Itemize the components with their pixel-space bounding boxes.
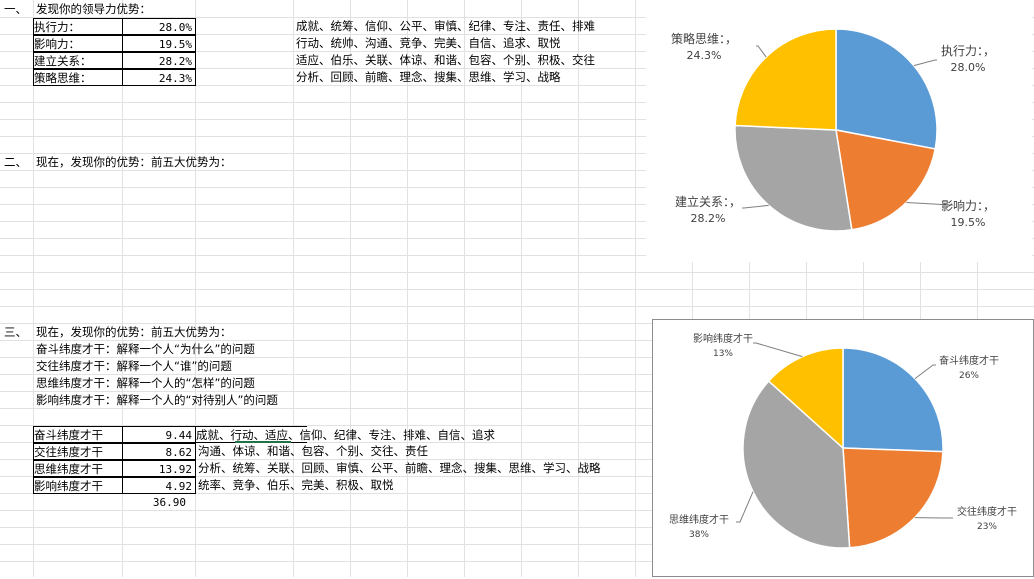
s1-row3-value[interactable]: 28.2% — [122, 52, 196, 69]
s3-row3-label[interactable]: 思维纬度才干 — [33, 460, 123, 477]
s3-row1-value[interactable]: 9.44 — [122, 426, 196, 443]
chart1-label-pct-2: 28.2% — [691, 212, 726, 225]
chart2-label-pct-1: 23% — [977, 522, 997, 532]
active-cell-indicator — [235, 441, 291, 443]
s3-row4-traits[interactable]: 统率、竞争、伯乐、完美、积极、取悦 — [198, 477, 394, 494]
section2-number: 二、 — [4, 154, 27, 171]
s3-total-value[interactable]: 36.90 — [122, 494, 186, 511]
chart2-leader-line-3 — [753, 343, 802, 357]
s1-row3-traits[interactable]: 适应、伯乐、关联、体谅、和谐、包容、个别、积极、交往 — [296, 52, 595, 69]
leadership-pie-svg: 执行力：， 28.0% 影响力：， 19.5% 建立关系：， 28.2% 策略思维：， 24.… — [646, 0, 1032, 262]
chart-talent-pie[interactable]: 奋斗纬度才干 26% 交往纬度才干 23% 思维纬度才干 38% 影响纬度才干 13% — [652, 319, 1034, 577]
s3-row4-value[interactable]: 4.92 — [122, 477, 196, 494]
chart1-label-pct-3: 24.3% — [687, 49, 722, 62]
s3-desc-2: 交往纬度才干：解释一个人“谁”的问题 — [36, 358, 232, 375]
chart1-label-name-2: 建立关系：， — [675, 194, 741, 209]
chart2-slice-0 — [843, 348, 943, 452]
s3-desc-4: 影响纬度才干：解释一个人的“对待别人”的问题 — [36, 392, 278, 409]
chart1-label-pct-0: 28.0% — [951, 61, 986, 74]
chart1-slice-2 — [735, 126, 852, 231]
chart2-slice-1 — [843, 448, 943, 548]
section1-title: 发现你的领导力优势： — [36, 1, 151, 18]
s3-row2-value[interactable]: 8.62 — [122, 443, 196, 460]
chart1-label-name-0: 执行力：， — [941, 44, 995, 58]
chart1-leader-line-0 — [914, 60, 937, 66]
s1-row2-label[interactable]: 影响力： — [33, 35, 123, 52]
chart2-leader-line-0 — [915, 365, 936, 379]
chart-leadership-pie[interactable]: 执行力：， 28.0% 影响力：， 19.5% 建立关系：， 28.2% 策略思维：， 24.… — [646, 0, 1032, 262]
chart1-slice-3 — [735, 29, 836, 130]
chart2-label-name-1: 交往纬度才干 — [957, 505, 1017, 518]
s3-row3-traits[interactable]: 分析、统筹、关联、回顾、审慎、公平、前瞻、理念、搜集、思维、学习、战略 — [198, 460, 601, 477]
s1-row4-traits[interactable]: 分析、回顾、前瞻、理念、搜集、思维、学习、战略 — [296, 69, 561, 86]
s1-row4-label[interactable]: 策略思维： — [33, 69, 123, 86]
chart2-label-pct-0: 26% — [959, 371, 979, 381]
chart2-label-pct-3: 13% — [713, 349, 733, 359]
s3-desc-3: 思维纬度才干：解释一个人的“怎样”的问题 — [36, 375, 255, 392]
s1-row1-traits[interactable]: 成就、统筹、信仰、公平、审慎、纪律、专注、责任、排难 — [296, 18, 595, 35]
chart1-slice-0 — [836, 29, 937, 149]
section3-number: 三、 — [4, 324, 27, 341]
s1-row3-label[interactable]: 建立关系： — [33, 52, 123, 69]
section2-title: 现在，发现你的优势：前五大优势为： — [36, 154, 232, 171]
section3-title: 现在，发现你的优势：前五大优势为： — [36, 324, 232, 341]
chart1-label-name-1: 影响力：， — [941, 198, 995, 213]
s3-desc-1: 奋斗纬度才干：解释一个人“为什么”的问题 — [36, 341, 255, 358]
s1-row2-value[interactable]: 19.5% — [122, 35, 196, 52]
s1-row1-label[interactable]: 执行力： — [33, 18, 123, 35]
s1-row4-value[interactable]: 24.3% — [122, 69, 196, 86]
chart2-label-name-2: 思维纬度才干 — [669, 513, 729, 526]
s1-row2-traits[interactable]: 行动、统帅、沟通、竞争、完美、自信、追求、取悦 — [296, 35, 561, 52]
s3-row4-label[interactable]: 影响纬度才干 — [33, 477, 123, 494]
chart1-leader-line-3 — [756, 46, 766, 57]
chart1-label-pct-1: 19.5% — [951, 216, 986, 229]
chart2-leader-line-2 — [736, 492, 753, 522]
s3-row2-traits[interactable]: 沟通、体谅、和谐、包容、个别、交往、责任 — [198, 443, 428, 460]
chart2-label-name-0: 奋斗纬度才干 — [939, 354, 999, 367]
chart1-label-name-3: 策略思维：， — [671, 31, 737, 46]
s3-row1-label[interactable]: 奋斗纬度才干 — [33, 426, 123, 443]
section1-number: 一、 — [4, 1, 27, 18]
s3-row2-label[interactable]: 交往纬度才干 — [33, 443, 123, 460]
s3-row3-value[interactable]: 13.92 — [122, 460, 196, 477]
talent-pie-svg: 奋斗纬度才干 26% 交往纬度才干 23% 思维纬度才干 38% 影响纬度才干 13% — [653, 320, 1033, 576]
chart2-label-name-3: 影响纬度才干 — [693, 332, 753, 345]
s1-row1-value[interactable]: 28.0% — [122, 18, 196, 35]
chart1-leader-line-2 — [742, 205, 769, 208]
chart2-label-pct-2: 38% — [689, 530, 709, 540]
